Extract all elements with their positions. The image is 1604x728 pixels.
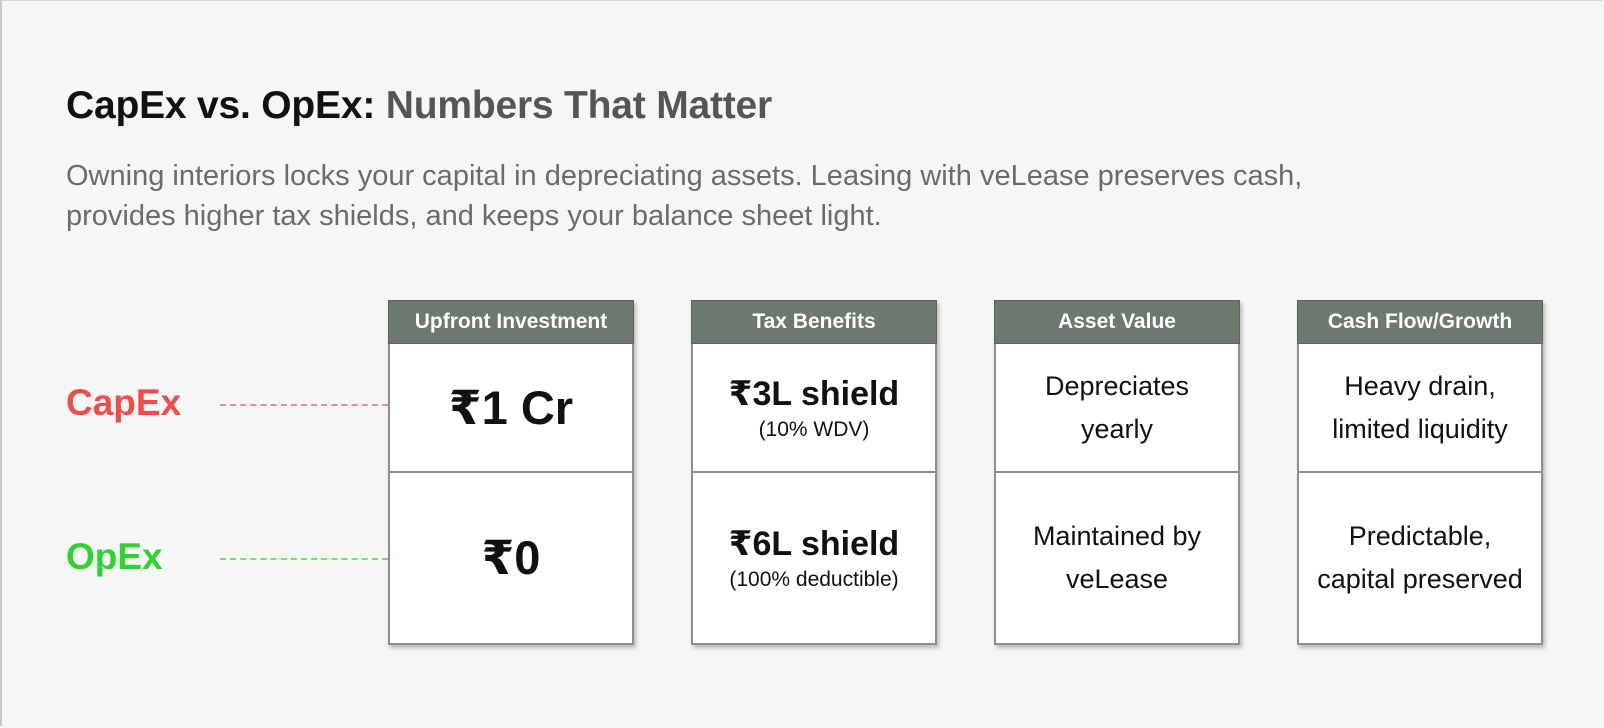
opex-row-label: OpEx (66, 536, 163, 577)
capex-asset-line2: yearly (1080, 413, 1154, 444)
title-accent: Numbers That Matter (385, 84, 773, 127)
capex-cashflow-cell: Heavy drain, limited liquidity (1297, 344, 1543, 473)
opex-cashflow-line2: capital preserved (1317, 564, 1523, 594)
column-header: Upfront Investment (388, 300, 634, 344)
opex-cashflow-line1: Predictable, (1348, 521, 1492, 551)
opex-upfront-value: ₹0 (481, 531, 541, 584)
column-asset-value: Asset Value Depreciates yearly Maintaine… (994, 300, 1240, 645)
opex-tax-cell: ₹6L shield (100% deductible) (691, 473, 937, 645)
capex-cashflow-line1: Heavy drain, (1344, 370, 1496, 401)
column-header: Cash Flow/Growth (1297, 300, 1543, 344)
capex-tax-cell: ₹3L shield (10% WDV) (691, 344, 937, 473)
opex-tax-value: ₹6L shield (728, 525, 900, 563)
capex-upfront-cell: ₹1 Cr (388, 344, 634, 473)
column-cash-flow-growth: Cash Flow/Growth Heavy drain, limited li… (1297, 300, 1543, 645)
opex-asset-line2: veLease (1065, 564, 1169, 594)
column-header: Tax Benefits (691, 300, 937, 344)
capex-upfront-value: ₹1 Cr (448, 380, 574, 434)
column-tax-benefits: Tax Benefits ₹3L shield (10% WDV) ₹6L sh… (691, 300, 937, 645)
page-description: Owning interiors locks your capital in d… (66, 160, 1303, 232)
opex-asset-line1: Maintained by (1032, 521, 1202, 551)
capex-leader-line (220, 404, 388, 406)
opex-tax-note: (100% deductible) (729, 568, 899, 591)
opex-asset-cell: Maintained by veLease (994, 473, 1240, 645)
capex-cashflow-line2: limited liquidity (1332, 413, 1508, 444)
title-main: CapEx vs. OpEx: (66, 84, 376, 127)
opex-upfront-cell: ₹0 (388, 473, 634, 645)
capex-tax-value: ₹3L shield (728, 374, 900, 413)
column-upfront-investment: Upfront Investment ₹1 Cr ₹0 (388, 300, 634, 645)
capex-asset-cell: Depreciates yearly (994, 344, 1240, 473)
capex-tax-note: (10% WDV) (758, 417, 870, 441)
capex-row-label: CapEx (66, 382, 182, 423)
opex-leader-line (220, 558, 388, 560)
capex-asset-line1: Depreciates (1044, 370, 1190, 401)
opex-cashflow-cell: Predictable, capital preserved (1297, 473, 1543, 645)
page-title: CapEx vs. OpEx: Numbers That Matter (66, 84, 772, 128)
column-header: Asset Value (994, 300, 1240, 344)
